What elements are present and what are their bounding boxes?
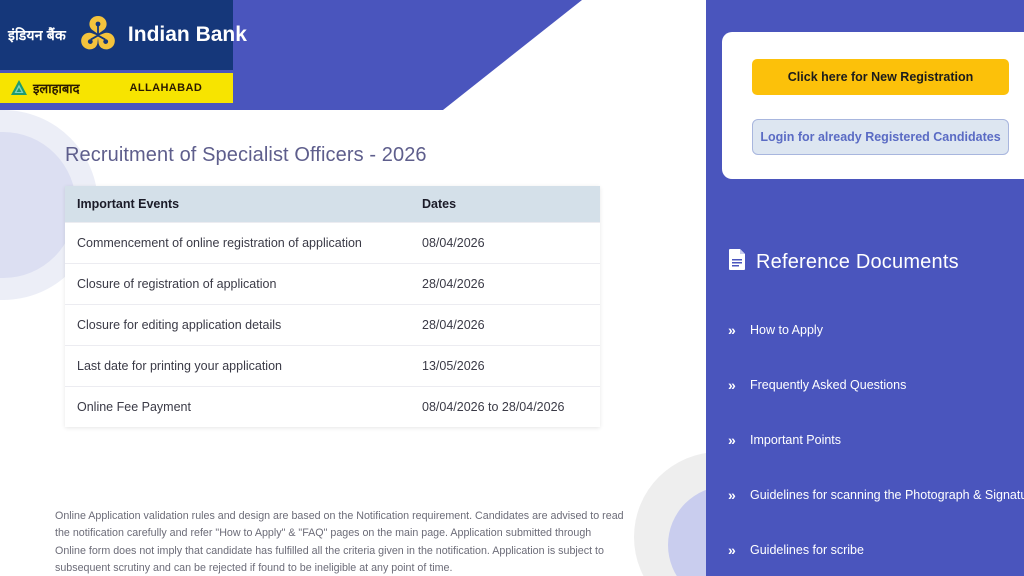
reference-documents-title: Reference Documents xyxy=(756,250,959,273)
table-row: Closure of registration of application 2… xyxy=(65,263,600,305)
page-title: Recruitment of Specialist Officers - 202… xyxy=(65,144,427,166)
double-chevron-right-icon: » xyxy=(728,321,736,338)
bank-english-name: Indian Bank xyxy=(127,23,247,46)
reference-link-label: Frequently Asked Questions xyxy=(750,377,907,392)
bank-logo-block: इंडियन बैंक xyxy=(0,0,247,103)
reference-link-photo-signature-guidelines[interactable]: » Guidelines for scanning the Photograph… xyxy=(728,467,1024,522)
event-date: 13/05/2026 xyxy=(410,345,600,387)
event-date: 08/04/2026 xyxy=(410,222,600,264)
login-button[interactable]: Login for already Registered Candidates xyxy=(752,119,1009,155)
indian-bank-trefoil-icon xyxy=(78,14,118,56)
event-name: Closure of registration of application xyxy=(65,263,410,305)
bank-hindi-name: इंडियन बैंक xyxy=(8,26,66,43)
reference-link-label: Guidelines for scribe xyxy=(750,542,864,557)
main-content: Recruitment of Specialist Officers - 202… xyxy=(0,110,706,576)
allahabad-hindi-name: इलाहाबाद xyxy=(33,81,80,96)
event-name: Last date for printing your application xyxy=(65,345,410,387)
allahabad-triangle-icon xyxy=(10,79,28,97)
indian-bank-logo-row: इंडियन बैंक xyxy=(0,0,247,70)
double-chevron-right-icon: » xyxy=(728,431,736,448)
reference-link-label: How to Apply xyxy=(750,322,823,337)
reference-documents-list: » How to Apply » Frequently Asked Questi… xyxy=(728,302,1024,576)
table-row: Closure for editing application details … xyxy=(65,304,600,346)
reference-link-label: Important Points xyxy=(750,432,842,447)
reference-link-important-points[interactable]: » Important Points xyxy=(728,412,1024,467)
sidebar-panel: Click here for New Registration Login fo… xyxy=(706,0,1024,576)
double-chevron-right-icon: » xyxy=(728,541,736,558)
double-chevron-right-icon: » xyxy=(728,376,736,393)
allahabad-english-name: ALLAHABAD xyxy=(129,82,203,94)
important-events-table: Important Events Dates Commencement of o… xyxy=(65,186,600,427)
reference-link-scribe-guidelines[interactable]: » Guidelines for scribe xyxy=(728,522,1024,576)
event-date: 28/04/2026 xyxy=(410,263,600,305)
table-row: Commencement of online registration of a… xyxy=(65,222,600,264)
document-icon xyxy=(728,248,747,276)
table-header-row: Important Events Dates xyxy=(65,186,600,223)
allahabad-logo-row: इलाहाबाद ALLAHABAD xyxy=(0,73,233,103)
event-date: 28/04/2026 xyxy=(410,304,600,346)
event-name: Online Fee Payment xyxy=(65,386,410,427)
new-registration-button[interactable]: Click here for New Registration xyxy=(752,59,1009,95)
column-header-dates: Dates xyxy=(410,186,600,223)
double-chevron-right-icon: » xyxy=(728,486,736,503)
disclaimer-text: Online Application validation rules and … xyxy=(55,510,624,574)
reference-link-how-to-apply[interactable]: » How to Apply xyxy=(728,302,1024,357)
column-header-events: Important Events xyxy=(65,186,410,223)
table-row: Last date for printing your application … xyxy=(65,345,600,387)
action-card: Click here for New Registration Login fo… xyxy=(722,32,1024,179)
reference-link-label: Guidelines for scanning the Photograph &… xyxy=(750,487,1024,502)
event-name: Commencement of online registration of a… xyxy=(65,222,410,264)
reference-link-faq[interactable]: » Frequently Asked Questions xyxy=(728,357,1024,412)
table-row: Online Fee Payment 08/04/2026 to 28/04/2… xyxy=(65,386,600,427)
event-date: 08/04/2026 to 28/04/2026 xyxy=(410,386,600,427)
reference-documents-heading: Reference Documents xyxy=(728,248,959,276)
event-name: Closure for editing application details xyxy=(65,304,410,346)
